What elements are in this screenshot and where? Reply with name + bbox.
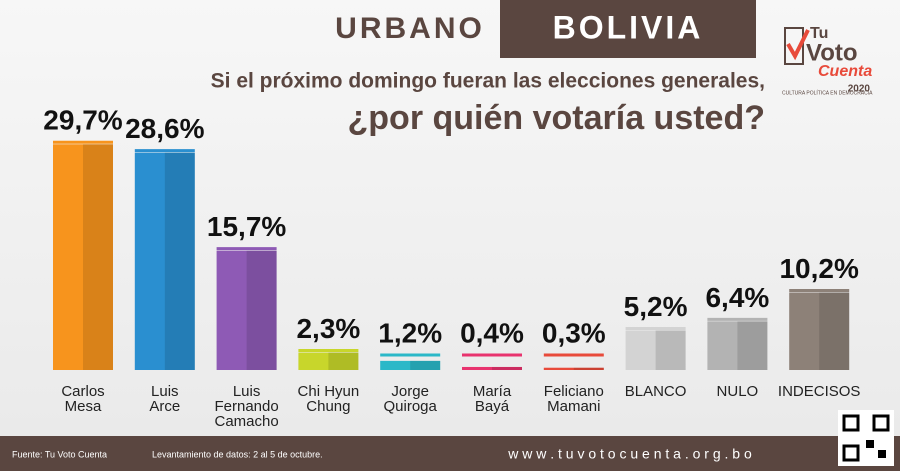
qr-corner [842, 414, 860, 432]
bar [462, 366, 522, 370]
bar [380, 360, 441, 370]
value-label: 5,2% [624, 291, 688, 322]
question-line-1: Si el próximo domingo fueran las eleccio… [211, 70, 765, 93]
bar [53, 144, 113, 370]
value-label: 2,3% [296, 313, 360, 344]
value-label: 10,2% [779, 253, 858, 284]
category-label: María Bayá [472, 383, 512, 415]
value-label: 28,6% [125, 113, 204, 144]
bar-shade [737, 321, 768, 370]
qr-dot [878, 450, 886, 458]
bar [707, 321, 768, 370]
bar-shade [410, 360, 441, 370]
category-label: Feliciano Mamani [543, 383, 604, 415]
logo-text: Tu [810, 25, 828, 42]
value-label: 0,3% [542, 317, 606, 348]
logo-text: Voto [806, 39, 858, 66]
bar-shade [328, 352, 359, 370]
bar-shade [164, 152, 195, 370]
category-label: INDECISOS [777, 383, 861, 400]
bar [789, 292, 850, 370]
logo-year: 2020 [848, 84, 871, 95]
value-label: 15,7% [207, 211, 286, 242]
header-left: URBANO [335, 12, 485, 45]
bar-shade [246, 250, 277, 370]
bar [216, 250, 277, 370]
qr-corner [872, 414, 890, 432]
qr-code [838, 410, 894, 466]
value-label: 6,4% [705, 282, 769, 313]
bar-shade [573, 367, 604, 370]
category-label: Jorge Quiroga [383, 383, 437, 415]
bar [543, 367, 604, 370]
footer-fieldwork: Levantamiento de datos: 2 al 5 de octubr… [152, 449, 323, 459]
question-line-2: ¿por quién votaría usted? [348, 99, 765, 137]
header-right: BOLIVIA [553, 9, 704, 45]
header-box [500, 0, 756, 58]
bar-shade [83, 144, 113, 370]
footer-url: w w w . t u v o t o c u e n t a . o r g … [507, 446, 752, 462]
logo-box [784, 27, 804, 65]
qr-corner [842, 444, 860, 462]
value-label: 0,4% [460, 317, 524, 348]
category-label: Luis Arce [149, 383, 181, 415]
category-label: Carlos Mesa [61, 383, 105, 415]
logo-text: Cuenta [818, 63, 872, 80]
logo: Tu Voto Cuenta CULTURA POLÍTICA EN DEMOC… [782, 25, 873, 96]
category-label: NULO [716, 383, 759, 400]
logo-check [786, 29, 810, 61]
bar-shade [819, 292, 850, 370]
footer-bar [0, 436, 900, 471]
category-label: Luis Fernando Camacho [214, 383, 279, 430]
bar-shade [492, 366, 522, 370]
bar [625, 330, 686, 370]
footer-source: Fuente: Tu Voto Cuenta [12, 449, 107, 459]
bar-shade [655, 330, 686, 370]
value-label: 29,7% [43, 105, 122, 136]
bar [134, 152, 195, 370]
logo-tagline: CULTURA POLÍTICA EN DEMOCRACIA [782, 89, 873, 96]
category-label: BLANCO [624, 383, 687, 400]
qr-dot [866, 440, 874, 448]
bar [298, 352, 359, 370]
value-label: 1,2% [378, 317, 442, 348]
category-label: Chi Hyun Chung [297, 383, 360, 415]
